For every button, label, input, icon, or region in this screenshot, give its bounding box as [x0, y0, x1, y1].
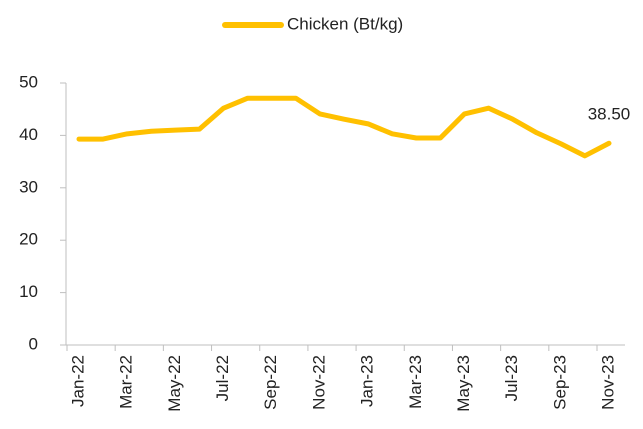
x-tick-label: Jan-23	[358, 355, 377, 407]
y-tick-label: 0	[29, 334, 38, 353]
x-tick-label: Jul-23	[502, 355, 521, 401]
x-tick-label: May-22	[165, 355, 184, 412]
x-tick-label: Sep-23	[550, 355, 569, 410]
x-tick-label: Mar-22	[117, 355, 136, 409]
x-tick-label: Mar-23	[406, 355, 425, 409]
y-tick-label: 50	[19, 72, 38, 91]
data-label: 38.50	[588, 105, 631, 124]
y-tick-label: 40	[19, 125, 38, 144]
x-tick-label: Jul-22	[213, 355, 232, 401]
x-tick-label: Jan-22	[68, 355, 87, 407]
x-tick-label: Nov-23	[598, 355, 617, 410]
legend-label: Chicken (Bt/kg)	[287, 14, 403, 33]
legend: Chicken (Bt/kg)	[222, 14, 403, 33]
y-tick-label: 30	[19, 177, 38, 196]
x-tick-label: Sep-22	[261, 355, 280, 410]
y-tick-label: 20	[19, 230, 38, 249]
x-tick-label: May-23	[454, 355, 473, 412]
x-tick-label: Nov-22	[309, 355, 328, 410]
data-line	[76, 95, 612, 159]
y-tick-label: 10	[19, 282, 38, 301]
